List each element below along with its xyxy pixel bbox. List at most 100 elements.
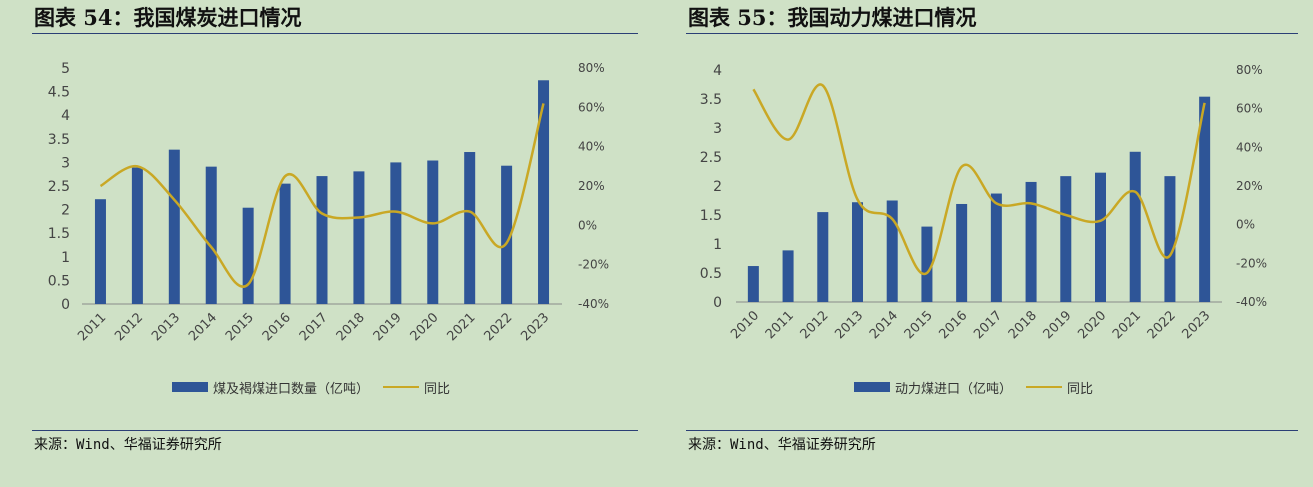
legend-bar-swatch	[854, 382, 890, 392]
legend-bar-swatch	[172, 382, 208, 392]
bar	[242, 207, 254, 304]
y-left-tick-label: 5	[61, 61, 70, 77]
y-right-tick-label: 80%	[578, 61, 605, 75]
y-left-tick-label: 1	[61, 250, 70, 266]
legend-bar-label: 动力煤进口（亿吨）	[895, 381, 1013, 397]
x-tick-label: 2021	[445, 310, 479, 344]
x-tick-label: 2013	[149, 310, 183, 344]
x-tick-label: 2011	[75, 310, 109, 344]
y-right-tick-label: -20%	[578, 258, 609, 272]
x-tick-label: 2014	[186, 310, 220, 344]
title-rule	[32, 33, 638, 34]
legend-line-label: 同比	[424, 381, 451, 397]
legend-line-swatch	[383, 386, 420, 388]
x-tick-label: 2017	[297, 310, 331, 344]
y-right-tick-label: 40%	[1236, 140, 1263, 154]
bar	[1129, 151, 1141, 302]
bar	[390, 162, 402, 304]
chart-legend: 煤及褐煤进口数量（亿吨） 同比	[172, 378, 451, 397]
bar	[94, 199, 106, 304]
bar	[205, 166, 217, 304]
source-rule	[32, 430, 638, 431]
chart-title: 图表 54：我国煤炭进口情况	[34, 5, 302, 30]
x-tick-label: 2023	[518, 310, 552, 344]
bar	[1060, 176, 1072, 302]
y-left-tick-label: 0	[713, 295, 722, 311]
chart-title: 图表 55：我国动力煤进口情况	[688, 5, 977, 30]
x-tick-label: 2017	[971, 308, 1005, 342]
y-left-tick-label: 1.5	[48, 226, 70, 242]
title-rule	[686, 33, 1298, 34]
bar	[279, 183, 291, 304]
x-tick-label: 2022	[481, 310, 515, 344]
y-left-tick-label: 4.5	[48, 85, 70, 101]
x-tick-label: 2019	[371, 310, 405, 344]
chart-panel-thermal-coal-imports: 图表 55：我国动力煤进口情况 0 0.5 1 1.5 2 2.5 3 3.5 4 -40% -20…	[686, 0, 1298, 487]
x-tick-label: 2016	[260, 310, 294, 344]
x-tick-label: 2010	[728, 308, 762, 342]
y-left-tick-label: 2.5	[700, 150, 722, 166]
y-left-tick-label: 3	[713, 121, 722, 137]
y-left-tick-label: 4	[713, 63, 722, 79]
x-tick-label: 2014	[867, 308, 901, 342]
bar	[956, 203, 968, 302]
bar	[886, 200, 898, 302]
legend-line-label: 同比	[1067, 381, 1094, 397]
x-tick-label: 2022	[1145, 308, 1179, 342]
x-tick-label: 2015	[902, 308, 936, 342]
bar	[1025, 181, 1037, 302]
x-tick-label: 2020	[408, 310, 442, 344]
y-right-tick-label: 40%	[578, 140, 605, 154]
thermal-coal-import-chart: 0 0.5 1 1.5 2 2.5 3 3.5 4 -40% -20% 0% 20% 40% 60% 80% 2…	[700, 63, 1267, 342]
bar	[1095, 172, 1106, 302]
yoy-line	[99, 103, 545, 288]
bar	[501, 165, 513, 304]
bar	[1199, 96, 1211, 303]
bar	[353, 171, 365, 304]
x-tick-label: 2012	[112, 310, 146, 344]
x-tick-label: 2019	[1041, 308, 1075, 342]
x-tick-label: 2020	[1075, 308, 1109, 342]
bar	[990, 193, 1002, 302]
bar	[852, 202, 863, 302]
source-note: 来源：Wind、华福证券研究所	[34, 437, 222, 453]
bar	[921, 226, 933, 302]
y-right-tick-label: 60%	[1236, 102, 1263, 116]
y-right-tick-label: 80%	[1236, 63, 1263, 77]
y-right-tick-label: 60%	[578, 100, 605, 114]
y-left-tick-label: 2.5	[48, 179, 70, 195]
y-left-tick-label: 3.5	[700, 92, 722, 108]
bar	[168, 149, 180, 304]
y-right-tick-label: 20%	[578, 179, 605, 193]
y-right-tick-label: 0%	[1236, 218, 1255, 232]
bar	[817, 212, 829, 302]
y-left-tick-label: 0.5	[700, 266, 722, 282]
y-left-tick-label: 2	[713, 179, 722, 195]
x-tick-label: 2015	[223, 310, 257, 344]
bar	[131, 167, 143, 304]
y-left-tick-label: 3.5	[48, 132, 70, 148]
bar	[427, 160, 439, 304]
bar	[747, 266, 759, 302]
yoy-line	[752, 83, 1206, 276]
bar	[316, 176, 328, 304]
x-tick-label: 2013	[832, 308, 866, 342]
y-left-tick-label: 2	[61, 203, 70, 219]
x-tick-label: 2016	[936, 308, 970, 342]
x-tick-label: 2018	[334, 310, 368, 344]
bar	[782, 250, 794, 302]
chart-panel-coal-imports: 图表 54：我国煤炭进口情况 0 0.5 1 1.5 2 2.5 3 3.5 4 4.5 5 -40%…	[32, 0, 638, 487]
y-left-tick-label: 0	[61, 297, 70, 313]
coal-import-chart: 0 0.5 1 1.5 2 2.5 3 3.5 4 4.5 5 -40% -20% 0% 20% 40% 60%…	[48, 61, 609, 344]
y-left-tick-label: 4	[61, 108, 70, 124]
x-tick-label: 2018	[1006, 308, 1040, 342]
y-right-tick-label: -40%	[578, 297, 609, 311]
x-tick-label: 2023	[1179, 308, 1213, 342]
y-left-tick-label: 1.5	[700, 208, 722, 224]
bar	[464, 152, 476, 304]
chart-legend: 动力煤进口（亿吨） 同比	[854, 378, 1094, 397]
y-left-tick-label: 0.5	[48, 273, 70, 289]
y-right-tick-label: -40%	[1236, 295, 1267, 309]
y-left-tick-label: 3	[61, 155, 70, 171]
source-note: 来源：Wind、华福证券研究所	[688, 437, 876, 453]
